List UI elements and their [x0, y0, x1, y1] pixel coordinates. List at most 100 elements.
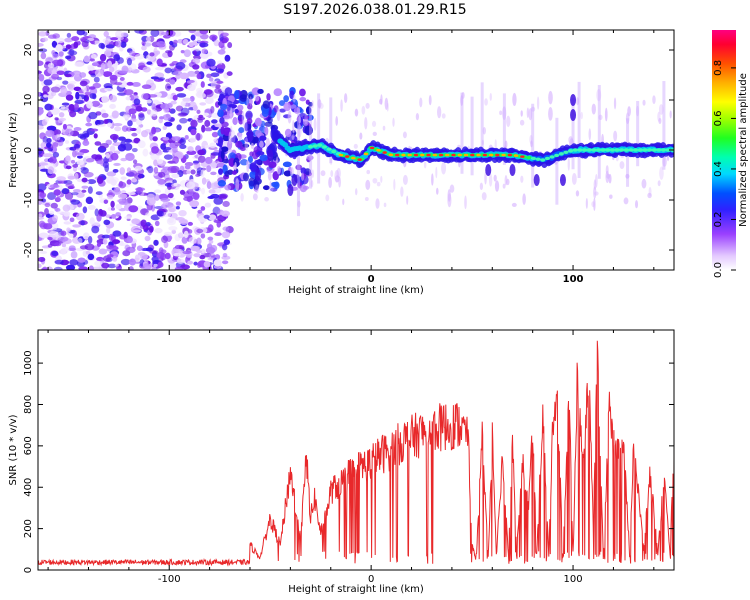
dark-blob [559, 174, 566, 186]
noise-speckle [143, 39, 152, 48]
noise-speckle [113, 162, 121, 167]
noise-speckle [49, 230, 59, 238]
noise-speckle [216, 60, 223, 66]
noise-speckle [145, 247, 154, 252]
noise-speckle [52, 53, 59, 59]
transition-blob [253, 180, 260, 191]
transition-blob [246, 118, 253, 125]
noise-speckle [196, 249, 202, 254]
faint-speckle [330, 170, 334, 178]
noise-speckle [137, 251, 146, 256]
noise-speckle [111, 214, 117, 219]
noise-speckle [76, 30, 86, 36]
noise-speckle [195, 173, 201, 177]
noise-speckle [81, 177, 88, 183]
noise-speckle [206, 73, 212, 78]
noise-speckle [123, 143, 133, 151]
noise-speckle [42, 153, 53, 158]
noise-speckle [188, 236, 198, 244]
noise-speckle [125, 127, 133, 132]
faint-speckle [571, 172, 577, 185]
noise-speckle [65, 94, 74, 101]
noise-speckle [167, 165, 177, 174]
noise-speckle [96, 123, 106, 128]
noise-speckle [201, 48, 208, 54]
noise-speckle [55, 44, 63, 52]
noise-speckle [172, 94, 178, 101]
faint-speckle [311, 100, 314, 109]
faint-speckle [376, 181, 381, 187]
noise-speckle [100, 62, 106, 71]
noise-speckle [151, 103, 157, 111]
noise-speckle [119, 167, 126, 175]
noise-speckle [107, 122, 112, 128]
faint-speckle [499, 110, 503, 116]
noise-speckle [73, 143, 81, 149]
noise-speckle [68, 245, 76, 251]
noise-speckle [85, 250, 91, 255]
noise-speckle [169, 79, 176, 85]
faint-speckle [530, 140, 533, 148]
faint-speckle [365, 179, 371, 190]
transition-blob [230, 137, 239, 143]
noise-speckle [115, 212, 121, 217]
noise-speckle [123, 111, 130, 116]
faint-speckle [647, 192, 652, 199]
transition-blob [224, 184, 232, 191]
noise-speckle [207, 236, 214, 241]
faint-speckle [598, 114, 603, 120]
faint-speckle [536, 96, 540, 110]
noise-speckle [179, 189, 186, 195]
noise-speckle [208, 77, 214, 82]
transition-blob [300, 167, 307, 175]
noise-speckle [148, 82, 157, 91]
noise-speckle [165, 83, 172, 91]
noise-speckle [69, 259, 79, 266]
ridge-inner [665, 148, 671, 152]
noise-speckle [142, 66, 151, 73]
noise-speckle [109, 145, 116, 153]
noise-speckle [43, 79, 53, 86]
noise-speckle [150, 76, 159, 80]
noise-speckle [120, 32, 129, 38]
noise-speckle [126, 236, 133, 244]
faint-speckle [627, 106, 631, 117]
noise-speckle [196, 92, 206, 99]
noise-speckle [116, 92, 126, 96]
faint-speckle [393, 178, 396, 191]
noise-speckle [194, 70, 200, 75]
faint-speckle [504, 175, 508, 186]
ridge-inner [591, 148, 597, 152]
noise-speckle [172, 70, 183, 76]
noise-speckle [50, 86, 61, 93]
dark-blob [509, 164, 516, 176]
noise-speckle [87, 186, 93, 194]
faint-speckle [335, 116, 339, 126]
noise-speckle [196, 36, 202, 43]
noise-speckle [178, 209, 187, 217]
dark-blob [570, 94, 577, 106]
noise-speckle [54, 117, 59, 121]
faint-speckle [392, 117, 395, 127]
noise-speckle [51, 40, 58, 48]
faint-speckle [366, 169, 371, 175]
noise-speckle [63, 37, 74, 43]
faint-speckle [238, 133, 243, 141]
transition-blob [284, 128, 292, 138]
transition-blob [239, 159, 249, 166]
noise-speckle [127, 191, 136, 196]
noise-speckle [193, 253, 201, 258]
noise-speckle [96, 119, 105, 125]
noise-speckle [169, 142, 175, 148]
noise-speckle [54, 242, 62, 247]
noise-speckle [218, 194, 228, 200]
faint-speckle [287, 110, 292, 124]
transition-blob [234, 89, 240, 100]
ridge-inner [326, 147, 332, 151]
faint-speckle [254, 94, 260, 102]
y-tick-label: 0 [23, 147, 34, 153]
noise-speckle [83, 55, 91, 63]
faint-speckle [591, 103, 596, 115]
noise-speckle [55, 133, 61, 141]
noise-speckle [147, 165, 154, 174]
